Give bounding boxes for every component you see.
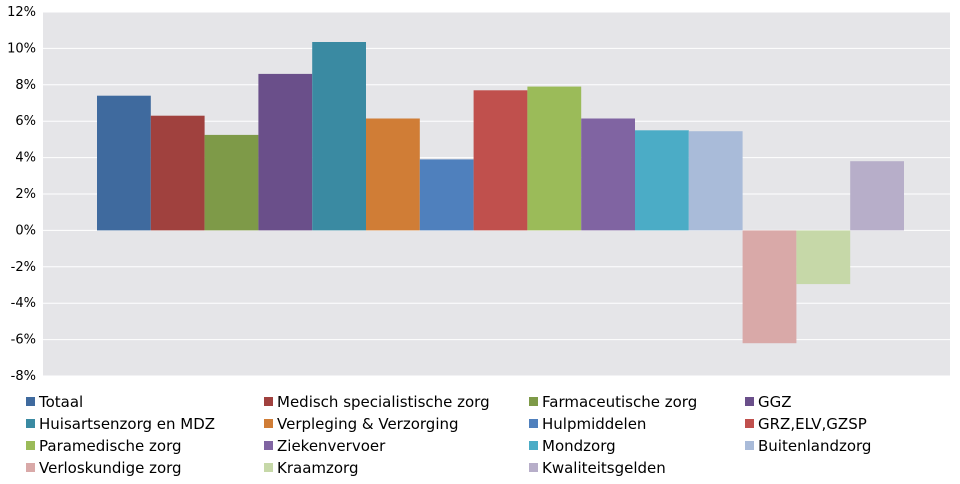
legend-swatch xyxy=(529,397,538,406)
legend-swatch xyxy=(26,441,35,450)
legend-swatch xyxy=(529,463,538,472)
bar-paramedische-zorg xyxy=(527,86,582,231)
legend-item: Huisartsenzorg en MDZ xyxy=(26,415,215,433)
y-tick-label: 4% xyxy=(15,151,36,166)
legend-item: Paramedische zorg xyxy=(26,437,182,455)
legend-label: Mondzorg xyxy=(542,437,616,455)
bars xyxy=(97,42,904,344)
legend-item: Totaal xyxy=(26,393,83,411)
y-tick-label: 2% xyxy=(15,187,36,202)
bar-kraamzorg xyxy=(796,230,851,285)
legend-label: Kraamzorg xyxy=(277,459,358,477)
bar-farmaceutische-zorg xyxy=(204,134,259,231)
legend-label: Hulpmiddelen xyxy=(542,415,646,433)
legend-swatch xyxy=(529,419,538,428)
legend-swatch xyxy=(26,463,35,472)
y-tick-label: 8% xyxy=(15,78,36,93)
y-tick-label: -4% xyxy=(11,296,36,311)
legend-swatch xyxy=(264,463,273,472)
legend-label: Verloskundige zorg xyxy=(39,459,182,477)
legend-item: Kraamzorg xyxy=(264,459,358,477)
y-tick-label: 6% xyxy=(15,114,36,129)
legend-label: Verpleging & Verzorging xyxy=(277,415,459,433)
gridlines xyxy=(43,11,950,377)
legend-swatch xyxy=(529,441,538,450)
bar-grz-elv-gzsp xyxy=(473,90,528,231)
legend-label: Ziekenvervoer xyxy=(277,437,386,455)
legend-swatch xyxy=(26,419,35,428)
bar-kwaliteitsgelden xyxy=(850,161,904,231)
bar-buitenlandzorg xyxy=(688,131,743,231)
legend-item: Verpleging & Verzorging xyxy=(264,415,459,433)
bar-totaal xyxy=(97,95,151,231)
legend-label: GGZ xyxy=(758,393,792,411)
bar-hulpmiddelen xyxy=(419,159,474,231)
bar-ziekenvervoer xyxy=(581,118,635,231)
legend-label: Totaal xyxy=(38,393,83,411)
y-tick-label: -8% xyxy=(11,369,36,384)
legend-item: Kwaliteitsgelden xyxy=(529,459,666,477)
bar-verloskundige-zorg xyxy=(742,230,797,344)
legend-item: Farmaceutische zorg xyxy=(529,393,697,411)
legend-item: Ziekenvervoer xyxy=(264,437,386,455)
y-tick-label: 12% xyxy=(7,5,36,20)
y-tick-label: -6% xyxy=(11,333,36,348)
legend-item: Hulpmiddelen xyxy=(529,415,646,433)
y-tick-label: 0% xyxy=(15,223,36,238)
legend-label: Huisartsenzorg en MDZ xyxy=(39,415,215,433)
legend-item: GRZ,ELV,GZSP xyxy=(745,415,867,433)
bar-huisartsenzorg-en-mdz xyxy=(312,42,366,231)
legend-swatch xyxy=(26,397,35,406)
bar-medisch-specialistische-zorg xyxy=(150,115,205,231)
bar-mondzorg xyxy=(635,130,689,231)
legend-item: Mondzorg xyxy=(529,437,616,455)
legend-label: Paramedische zorg xyxy=(39,437,182,455)
legend-swatch xyxy=(264,441,273,450)
legend-label: Buitenlandzorg xyxy=(758,437,871,455)
legend: Totaal Medisch specialistische zorg Farmac… xyxy=(26,393,871,477)
legend-item: Medisch specialistische zorg xyxy=(264,393,490,411)
legend-swatch xyxy=(264,419,273,428)
legend-label: Kwaliteitsgelden xyxy=(542,459,666,477)
bar-ggz xyxy=(258,73,313,231)
legend-swatch xyxy=(745,441,754,450)
legend-label: GRZ,ELV,GZSP xyxy=(758,415,867,433)
legend-item: GGZ xyxy=(745,393,792,411)
legend-swatch xyxy=(745,419,754,428)
legend-label: Medisch specialistische zorg xyxy=(277,393,490,411)
legend-label: Farmaceutische zorg xyxy=(542,393,697,411)
legend-swatch xyxy=(264,397,273,406)
legend-swatch xyxy=(745,397,754,406)
legend-item: Verloskundige zorg xyxy=(26,459,182,477)
y-axis-ticks: 12% 10% 8% 6% 4% 2% 0% -2% -4% -6% -8% xyxy=(7,5,36,384)
bar-verpleging-verzorging xyxy=(366,118,420,231)
y-tick-label: 10% xyxy=(7,41,36,56)
y-tick-label: -2% xyxy=(11,260,36,275)
legend-item: Buitenlandzorg xyxy=(745,437,871,455)
